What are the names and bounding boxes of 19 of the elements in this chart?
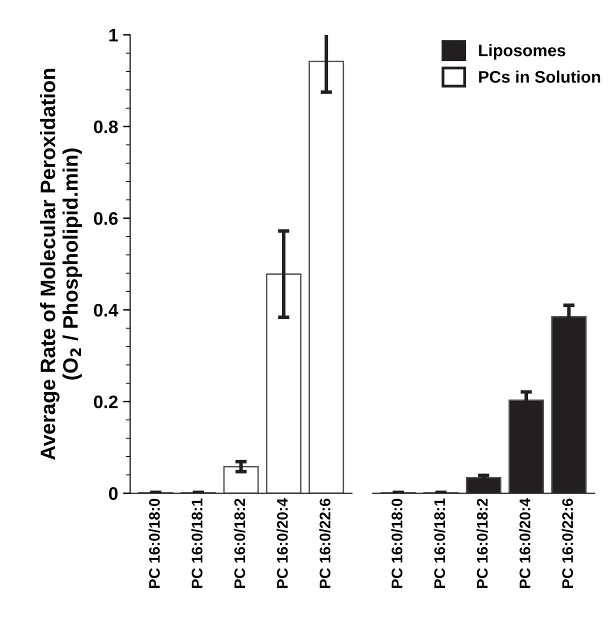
x-tick-label: PC 16:0/18:1 [434,498,446,588]
x-tick-label: PC 16:0/18:1 [191,498,203,588]
x-tick-label: PC 16:0/18:2 [234,498,246,588]
y-tick-label: 1 [109,28,118,42]
y-tick-label: 0.6 [94,212,118,225]
x-tick-label: PC 16:0/22:6 [319,498,331,588]
x-tick-label: PC 16:0/20:4 [276,498,288,588]
x-tick-label: PC 16:0/20:4 [519,498,531,588]
legend-label: Liposomes [479,44,566,60]
y-axis-title: Average Rate of Molecular Peroxidation (O$_{2}$ / Phospholipid.min) [40,68,82,460]
x-tick-label: PC 16:0/18:0 [391,498,403,588]
x-tick-label: PC 16:0/18:0 [148,498,160,588]
text: PCs in Solution [479,70,600,83]
y-tick-label: 0.4 [94,304,118,317]
x-tick-label: PC 16:0/22:6 [562,498,574,588]
x-tick-label: PC 16:0/18:2 [476,498,488,588]
y-tick-label: 0.8 [94,120,118,134]
y-tick-label: 0.2 [94,396,118,408]
y-tick-label: 0 [109,487,118,500]
